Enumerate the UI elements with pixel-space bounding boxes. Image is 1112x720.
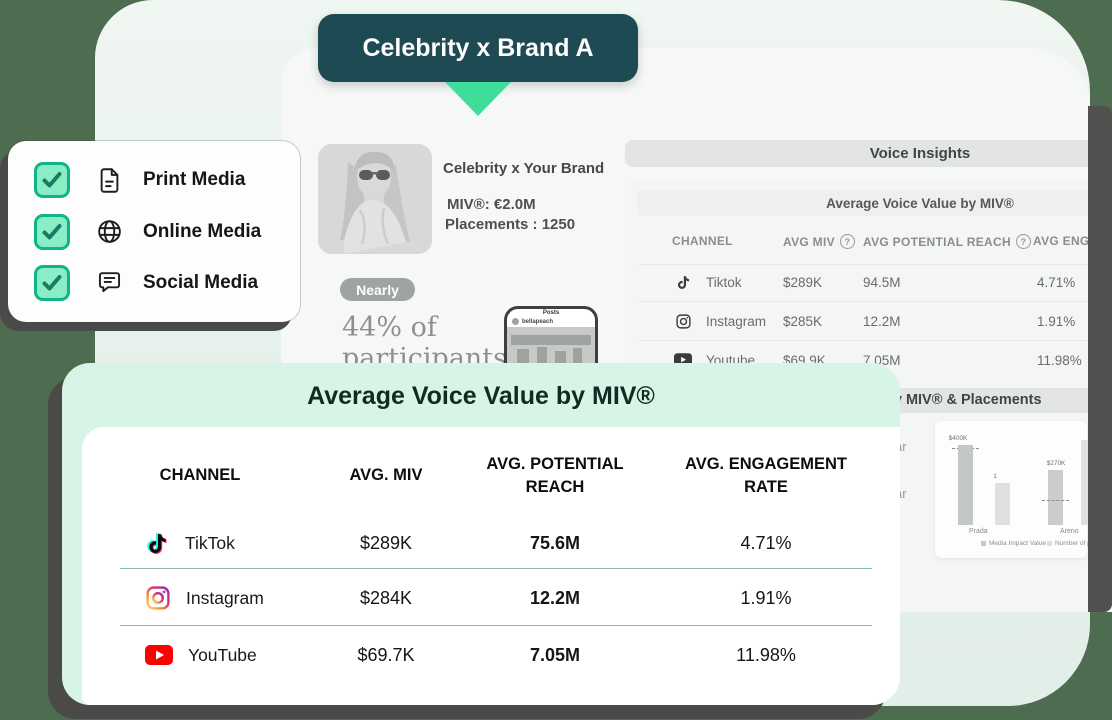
error-bar — [1042, 500, 1069, 501]
filter-online-media[interactable]: Online Media — [8, 213, 300, 250]
filter-social-media[interactable]: Social Media — [8, 264, 300, 301]
bar-areno-miv[interactable] — [1048, 470, 1063, 525]
bar-label: 1 — [993, 473, 997, 480]
x-tick-label: Prada — [969, 528, 988, 535]
help-icon[interactable]: ? — [839, 234, 855, 249]
cell-avg-engagement: 4.71% — [740, 532, 792, 553]
celebrity-placements-value: Placements : 1250 — [445, 216, 576, 233]
text-fragment: ar — [895, 486, 907, 501]
globe-icon — [96, 218, 123, 245]
phone-avatar — [512, 318, 519, 325]
miv-placements-chart: $400K 1 $270K Prada Areno Media Impact V… — [935, 421, 1099, 558]
legend-swatch — [1047, 541, 1052, 546]
instagram-icon — [145, 585, 171, 611]
col-avg-engagement: AVG. ENGAGEMENT RATE — [685, 454, 847, 496]
celebrity-miv-value: MIV®: €2.0M — [447, 196, 536, 213]
phone-posts-label: Posts — [542, 310, 560, 316]
table-row: YouTube — [145, 639, 257, 671]
checkbox-checked[interactable] — [34, 162, 70, 199]
x-tick-label: Areno — [1060, 528, 1079, 535]
divider — [120, 568, 872, 569]
highlight-table-card: Average Voice Value by MIV® CHANNEL AVG.… — [62, 363, 900, 705]
cell-avg-miv: $289K — [783, 274, 823, 290]
table-row: Instagram — [672, 309, 766, 333]
filter-label: Social Media — [143, 271, 259, 293]
cell-avg-reach: 94.5M — [863, 274, 901, 290]
cell-avg-engagement: 1.91% — [740, 587, 792, 608]
bar-label: $400K — [948, 435, 968, 442]
phone-handle-text: bellapeach — [522, 318, 554, 325]
highlight-table-body — [82, 427, 900, 705]
cell-avg-reach: 75.6M — [529, 532, 581, 553]
divider — [639, 264, 1112, 265]
cell-avg-miv: $285K — [783, 313, 823, 329]
bar-prada-placements[interactable] — [995, 483, 1010, 525]
media-filter-card: Print Media Online Media Social Media — [8, 141, 300, 322]
youtube-icon — [145, 645, 173, 665]
bar-prada-miv[interactable] — [958, 445, 973, 525]
cell-avg-miv: $289K — [359, 532, 413, 553]
table-row: TikTok — [145, 527, 235, 559]
col-avg-engagement: AVG ENGA — [1033, 234, 1099, 248]
cell-avg-engagement: 1.91% — [1037, 313, 1076, 329]
legend-item: Number of plac — [1047, 540, 1099, 547]
legend-item: Media Impact Value — [981, 540, 1046, 547]
tiktok-icon — [672, 271, 694, 293]
filter-label: Print Media — [143, 169, 246, 191]
cell-avg-engagement: 11.98% — [736, 644, 796, 665]
chat-icon — [96, 269, 123, 296]
divider — [639, 301, 1112, 302]
divider — [639, 340, 1112, 341]
cell-avg-engagement: 11.98% — [1037, 352, 1082, 368]
checkbox-checked[interactable] — [34, 213, 70, 250]
bar-label: $270K — [1046, 460, 1066, 467]
document-icon — [96, 167, 123, 194]
instagram-icon — [672, 310, 694, 332]
highlight-table-title: Average Voice Value by MIV® — [307, 382, 655, 410]
table-row: Tiktok — [672, 270, 742, 294]
cell-avg-reach: 7.05M — [529, 644, 581, 665]
youtube-icon — [672, 349, 694, 371]
nearly-tag: Nearly — [340, 278, 415, 301]
col-channel: CHANNEL — [159, 466, 241, 485]
col-avg-reach: AVG. POTENTIAL REACH — [486, 454, 624, 496]
cell-avg-reach: 12.2M — [529, 587, 581, 608]
cell-avg-miv: $284K — [359, 587, 413, 608]
filter-label: Online Media — [143, 220, 262, 242]
checkbox-checked[interactable] — [34, 264, 70, 301]
voice-insights-header: Voice Insights — [625, 140, 1112, 167]
text-fragment: ar — [895, 439, 907, 454]
cell-avg-engagement: 4.71% — [1037, 274, 1076, 290]
voice-insights-subtitle: Average Voice Value by MIV® — [637, 190, 1112, 216]
badge-arrow-icon — [445, 82, 511, 116]
filter-print-media[interactable]: Print Media — [8, 162, 300, 199]
legend-swatch — [981, 541, 986, 546]
col-avg-miv: AVG MIV ? — [783, 234, 855, 249]
col-avg-reach: AVG POTENTIAL REACH ? — [863, 234, 1031, 249]
celebrity-card-title: Celebrity x Your Brand — [443, 160, 605, 177]
campaign-badge: Celebrity x Brand A — [318, 14, 638, 82]
col-channel: CHANNEL — [672, 234, 733, 248]
celebrity-photo — [318, 144, 432, 254]
window-edge-strip — [1088, 106, 1112, 612]
cell-avg-miv: $69.7K — [357, 644, 415, 665]
tiktok-icon — [145, 531, 170, 556]
help-icon[interactable]: ? — [1015, 234, 1031, 249]
table-row: Instagram — [145, 582, 264, 614]
cell-avg-reach: 12.2M — [863, 313, 901, 329]
divider — [120, 625, 872, 626]
col-avg-miv: AVG. MIV — [349, 466, 423, 485]
